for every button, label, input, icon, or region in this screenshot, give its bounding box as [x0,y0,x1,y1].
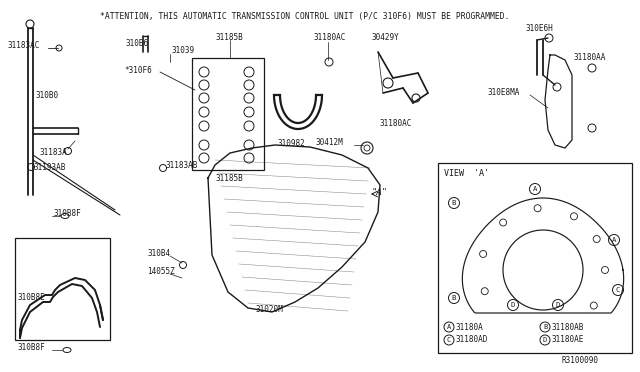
Text: 31180AB: 31180AB [552,323,584,331]
Bar [15,238,110,340]
Text: 31183AB: 31183AB [165,160,197,170]
Text: 31180AD: 31180AD [456,336,488,344]
Text: 310B6: 310B6 [125,38,148,48]
Text: 310B8F: 310B8F [17,343,45,352]
Text: 30412M: 30412M [315,138,343,147]
Text: 31180AE: 31180AE [552,336,584,344]
Text: 31185B: 31185B [216,173,244,183]
Text: A: A [612,237,616,243]
Text: 14055Z: 14055Z [147,266,175,276]
Text: D: D [543,337,547,343]
Text: D: D [556,302,560,308]
Text: D: D [511,302,515,308]
Text: *310F6: *310F6 [124,65,152,74]
Text: 31185B: 31185B [216,32,244,42]
Text: 31039: 31039 [172,45,195,55]
Text: 310B8E: 310B8E [17,294,45,302]
Text: *ATTENTION, THIS AUTOMATIC TRANSMISSION CONTROL UNIT (P/C 310F6) MUST BE PROGRAM: *ATTENTION, THIS AUTOMATIC TRANSMISSION … [100,12,509,21]
Text: 31180AA: 31180AA [573,52,605,61]
Text: B: B [452,200,456,206]
Text: 310982: 310982 [278,138,306,148]
Text: 310B8F: 310B8F [53,208,81,218]
Text: 310B4: 310B4 [147,248,170,257]
Text: "A": "A" [372,187,388,196]
Text: 30429Y: 30429Y [372,32,400,42]
Text: 310E8MA: 310E8MA [488,87,520,96]
Text: C: C [616,287,620,293]
Text: 31180AC: 31180AC [380,119,412,128]
Text: B: B [452,295,456,301]
Text: 31180AC: 31180AC [314,32,346,42]
Text: 31183AC: 31183AC [8,41,40,49]
Text: 310E6H: 310E6H [525,23,553,32]
Bar [438,163,632,353]
Text: A: A [447,324,451,330]
Text: 31193AB: 31193AB [33,163,65,171]
Text: 310B0: 310B0 [35,90,58,99]
Text: 31180A: 31180A [456,323,484,331]
Bar [192,58,264,170]
Text: B: B [543,324,547,330]
Text: VIEW  'A': VIEW 'A' [444,169,489,177]
Text: 31183A: 31183A [40,148,68,157]
Text: C: C [447,337,451,343]
Text: R3100090: R3100090 [562,356,599,365]
Text: A: A [533,186,537,192]
Text: 31020M: 31020M [255,305,283,314]
